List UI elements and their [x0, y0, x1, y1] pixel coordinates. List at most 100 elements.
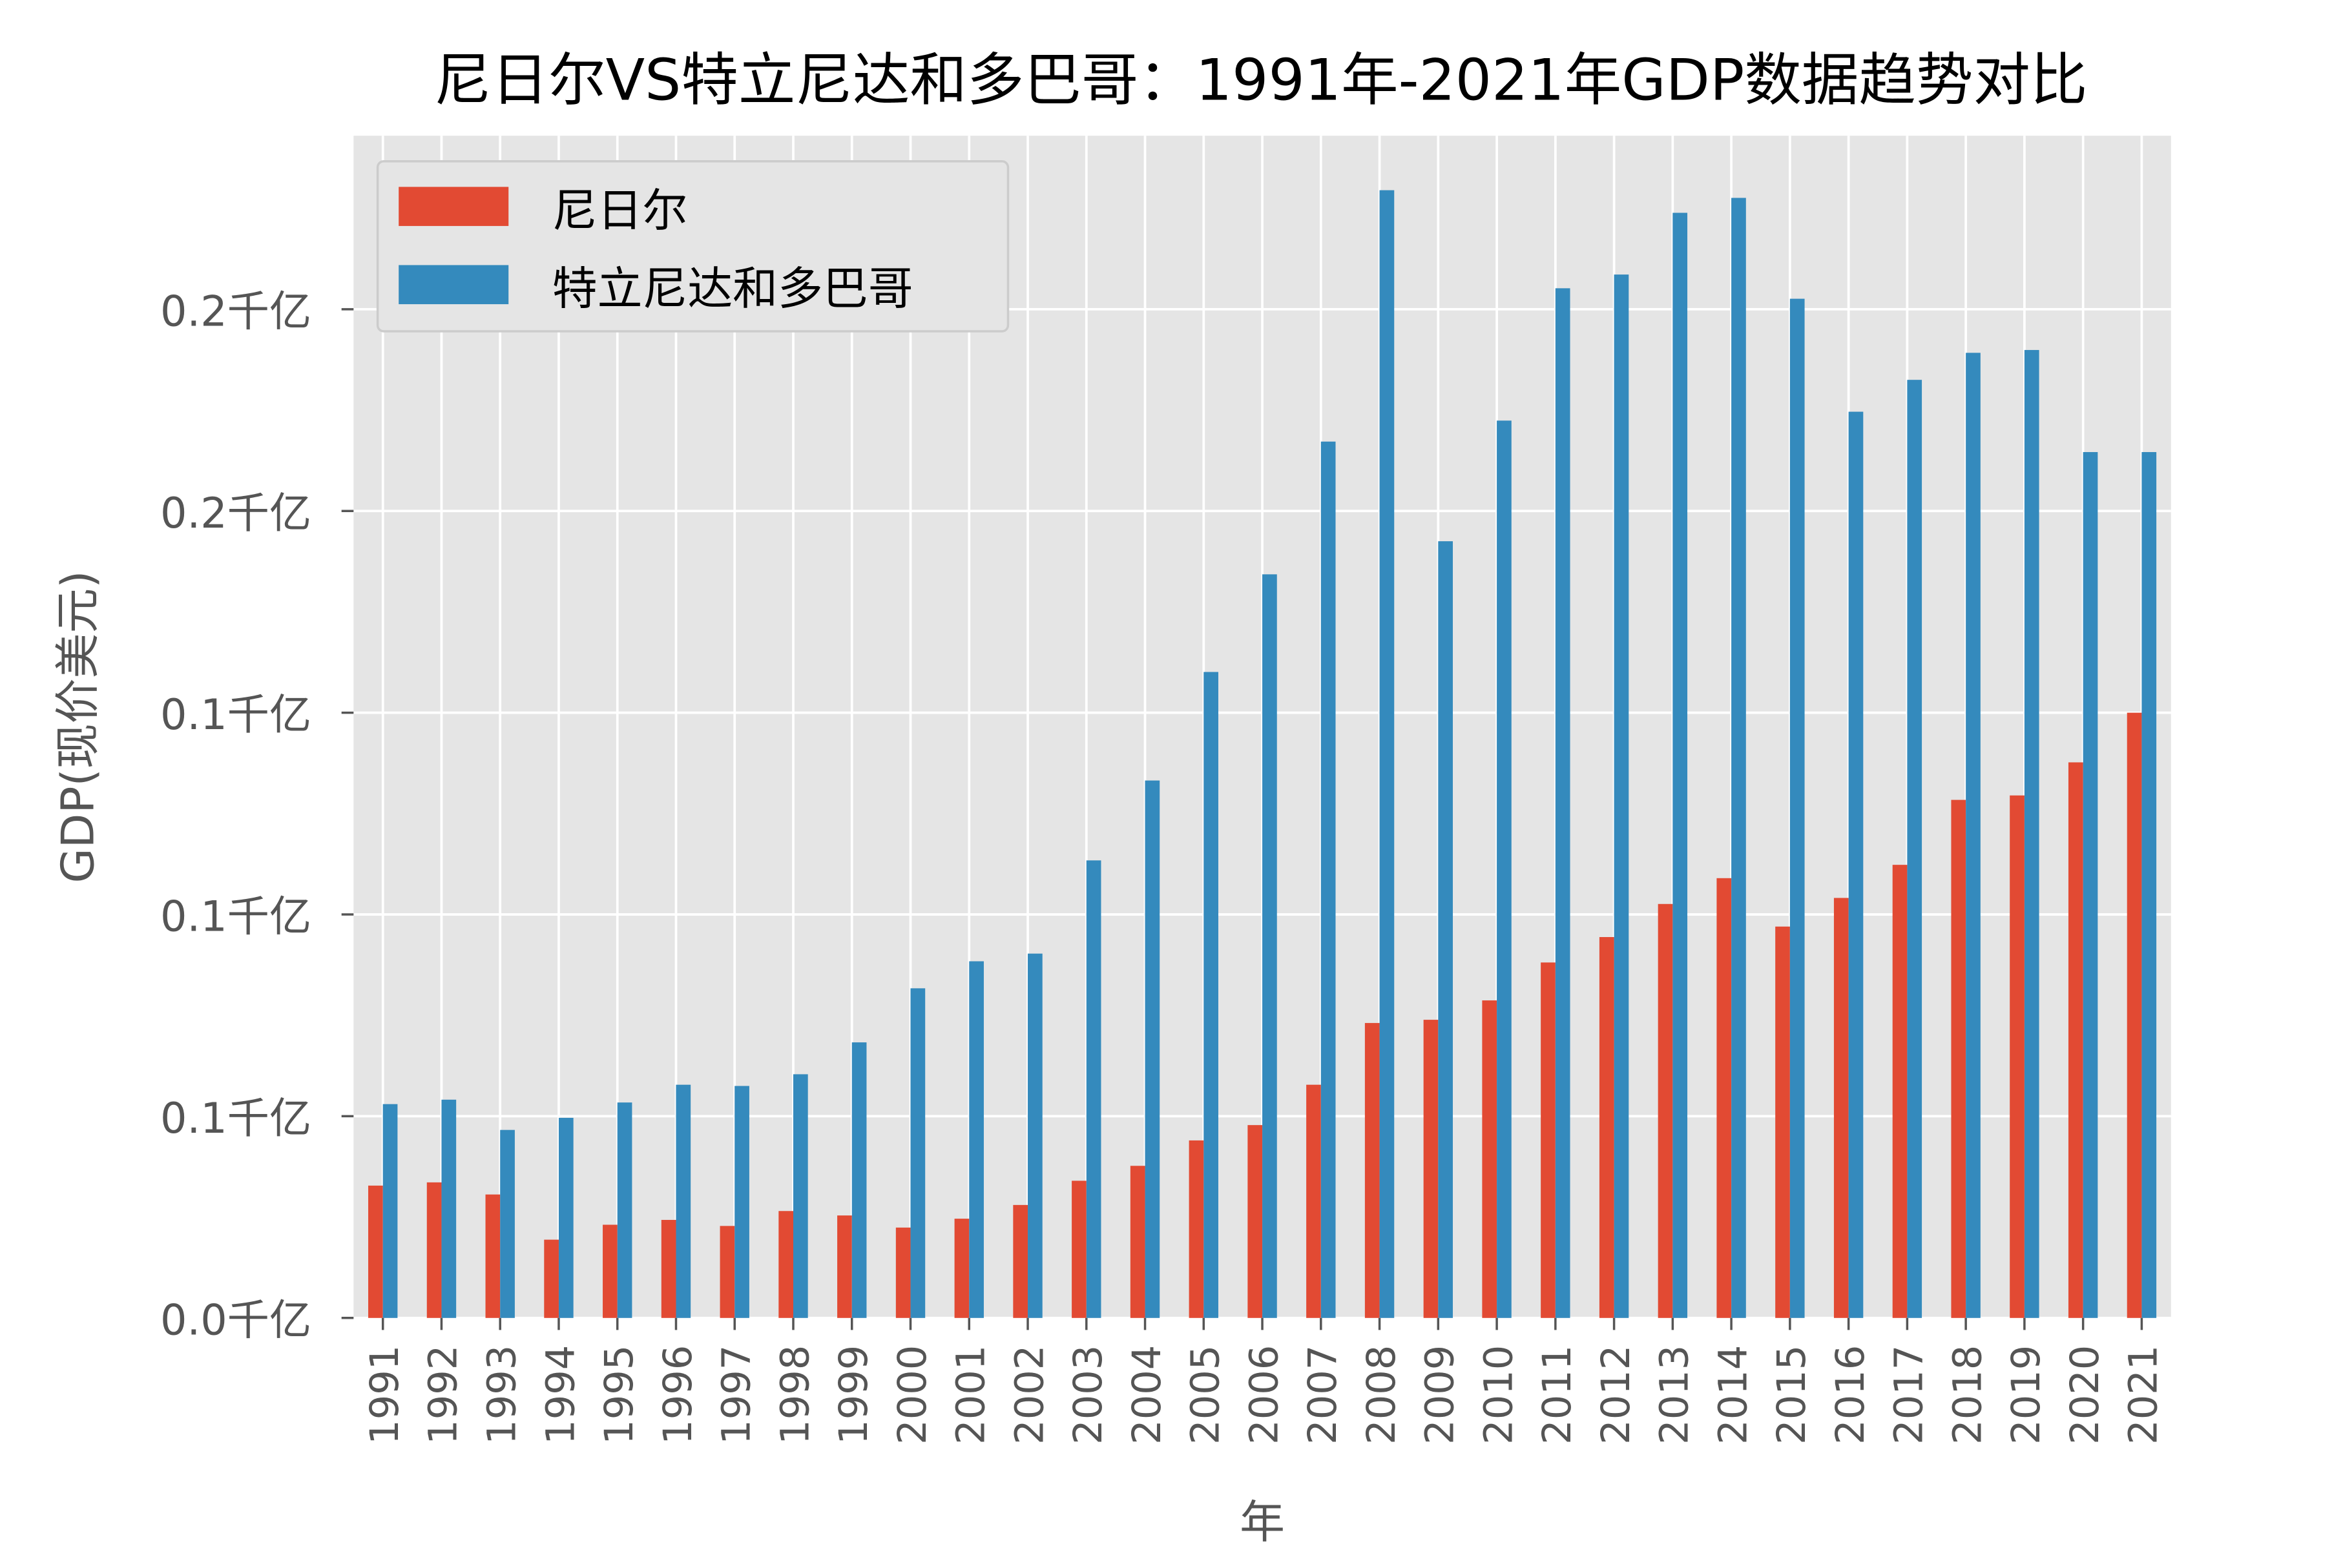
legend: 尼日尔 特立尼达和多巴哥 — [376, 160, 1010, 333]
bar-trinidad — [1086, 860, 1101, 1318]
bar-trinidad — [1028, 953, 1043, 1318]
bar-niger — [426, 1182, 442, 1318]
x-tick-label: 1992 — [421, 1345, 466, 1445]
bar-trinidad — [793, 1074, 808, 1318]
bar-niger — [1013, 1204, 1028, 1318]
bar-trinidad — [1672, 212, 1688, 1318]
bar-trinidad — [851, 1042, 867, 1318]
x-tick-label: 2001 — [949, 1345, 994, 1445]
bar-niger — [1423, 1020, 1439, 1318]
y-tick-label: 0.1千亿 — [160, 1094, 311, 1143]
x-tick-label: 1991 — [362, 1345, 408, 1445]
x-axis-ticks: 1991 1992 1993 1994 1995 1996 1997 1998 1999 2000… — [362, 1317, 2167, 1445]
bars — [368, 190, 2157, 1318]
legend-label-niger: 尼日尔 — [552, 185, 688, 237]
bar-niger — [2010, 795, 2025, 1318]
x-tick-label: 1998 — [773, 1345, 818, 1445]
y-tick-label: 0.2千亿 — [160, 287, 311, 336]
bar-niger — [1892, 865, 1908, 1318]
bar-niger — [603, 1224, 618, 1318]
bar-trinidad — [1203, 672, 1218, 1318]
x-tick-label: 2012 — [1594, 1345, 1639, 1445]
bar-niger — [1189, 1140, 1204, 1318]
bar-niger — [1658, 903, 1673, 1318]
y-tick-label: 0.1千亿 — [160, 892, 311, 942]
y-axis-label: GDP(现价美元) — [52, 570, 104, 883]
x-tick-label: 2014 — [1711, 1345, 1756, 1445]
bar-trinidad — [676, 1084, 691, 1318]
x-tick-label: 1993 — [480, 1345, 525, 1445]
x-tick-label: 2016 — [1828, 1345, 1873, 1445]
bar-niger — [1482, 1000, 1497, 1318]
bar-niger — [2068, 762, 2083, 1318]
bar-trinidad — [1614, 274, 1629, 1318]
bar-trinidad — [1438, 541, 1453, 1318]
bar-trinidad — [1907, 380, 1922, 1318]
bar-niger — [837, 1215, 852, 1318]
bar-niger — [895, 1227, 911, 1318]
x-tick-label: 2000 — [890, 1345, 935, 1445]
bar-niger — [720, 1226, 735, 1318]
x-tick-label: 2005 — [1183, 1345, 1229, 1445]
bar-trinidad — [617, 1102, 632, 1318]
bar-trinidad — [2141, 452, 2157, 1318]
legend-box — [376, 160, 1010, 333]
y-tick-label: 0.0千亿 — [160, 1295, 311, 1345]
x-tick-label: 1996 — [656, 1345, 701, 1445]
y-tick-label: 0.1千亿 — [160, 690, 311, 739]
legend-swatch-trinidad — [399, 265, 509, 305]
bar-trinidad — [1848, 411, 1864, 1318]
x-tick-label: 2011 — [1535, 1345, 1580, 1445]
bar-trinidad — [1320, 441, 1336, 1318]
bar-trinidad — [1262, 574, 1277, 1318]
x-tick-label: 2020 — [2063, 1345, 2108, 1445]
bar-trinidad — [734, 1086, 749, 1318]
bar-niger — [1599, 937, 1614, 1318]
x-tick-label: 2003 — [1066, 1345, 1111, 1445]
bar-niger — [2127, 712, 2142, 1318]
x-tick-label: 1999 — [831, 1345, 877, 1445]
x-tick-label: 1995 — [597, 1345, 642, 1445]
x-tick-label: 2010 — [1476, 1345, 1521, 1445]
bar-niger — [1247, 1125, 1263, 1318]
bar-niger — [1833, 898, 1849, 1318]
x-tick-label: 1997 — [714, 1345, 760, 1445]
bar-trinidad — [382, 1104, 398, 1318]
bar-trinidad — [1789, 298, 1805, 1318]
bar-trinidad — [1555, 288, 1570, 1318]
bar-trinidad — [2083, 452, 2098, 1318]
bar-niger — [1306, 1084, 1321, 1318]
bar-trinidad — [441, 1099, 457, 1318]
chart-title: 尼日尔VS特立尼达和多巴哥：1991年-2021年GDP数据趋势对比 — [434, 46, 2087, 113]
x-tick-label: 2004 — [1125, 1345, 1170, 1445]
bar-niger — [778, 1211, 794, 1318]
bar-niger — [368, 1185, 383, 1318]
bar-niger — [1775, 926, 1790, 1318]
bar-niger — [1716, 878, 1732, 1318]
legend-label-trinidad: 特立尼达和多巴哥 — [552, 263, 913, 315]
x-tick-label: 2015 — [1769, 1345, 1815, 1445]
bar-trinidad — [1379, 190, 1395, 1318]
legend-swatch-niger — [399, 187, 509, 226]
x-tick-label: 2006 — [1242, 1345, 1287, 1445]
bar-niger — [544, 1239, 559, 1318]
bar-trinidad — [1145, 780, 1160, 1318]
bar-trinidad — [2024, 349, 2039, 1318]
x-tick-label: 2009 — [1418, 1345, 1463, 1445]
x-tick-label: 2013 — [1652, 1345, 1698, 1445]
bar-trinidad — [910, 988, 926, 1318]
x-tick-label: 2018 — [1945, 1345, 1990, 1445]
bar-niger — [1072, 1181, 1087, 1318]
x-tick-label: 2017 — [1887, 1345, 1932, 1445]
y-axis-ticks: 0.0千亿 0.1千亿 0.1千亿 0.1千亿 0.2千亿 0.2千亿 — [160, 287, 354, 1345]
x-tick-label: 1994 — [538, 1345, 583, 1445]
x-tick-label: 2002 — [1007, 1345, 1052, 1445]
bar-niger — [1130, 1166, 1145, 1318]
x-tick-label: 2021 — [2121, 1345, 2167, 1445]
bar-trinidad — [1731, 198, 1746, 1318]
bar-niger — [1951, 799, 1966, 1318]
bar-niger — [485, 1194, 501, 1318]
bar-trinidad — [500, 1130, 515, 1318]
bar-niger — [661, 1219, 676, 1318]
